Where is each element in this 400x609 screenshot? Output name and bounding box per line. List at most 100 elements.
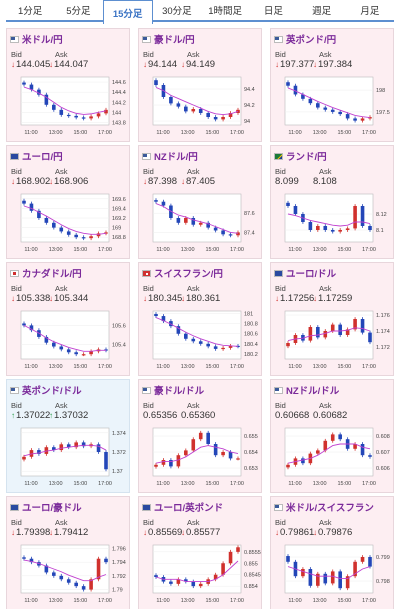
currency-card[interactable]: ユーロ/豪ドル Bid Ask ↓ 1.79398 ↓ 1.79412 1.796 1.794 1… (6, 496, 130, 609)
currency-card[interactable]: ユーロ/円 Bid Ask ↓ 168.902 ↓ 168.906 169.6 169.4 169… (6, 145, 130, 259)
mini-chart[interactable]: 8.12 8.1 11:00 13:00 15:00 17:00 (271, 190, 394, 258)
plot-area (284, 310, 374, 360)
candle-body (221, 563, 225, 575)
mini-chart[interactable]: 105.6 105.4 11:00 13:00 15:00 17:00 (7, 307, 130, 375)
candle-body (308, 98, 313, 104)
ask-label: Ask (55, 401, 68, 410)
x-tick-label: 11:00 (24, 481, 37, 487)
x-tick-label: 11:00 (288, 130, 301, 136)
pair-title-link[interactable]: 英ポンド/ドル (22, 386, 82, 397)
bid-label: Bid (11, 167, 22, 176)
currency-card[interactable]: 豪ドル/円 Bid Ask ↓ 94.144 ↓ 94.149 94.4 94.2 94 11:00… (138, 28, 262, 142)
tab-monthly[interactable]: 月足 (360, 6, 380, 17)
moving-average-line (287, 87, 371, 119)
currency-card[interactable]: NZドル/ドル Bid Ask 0.60668 0.60682 0.608 0.607 0.6… (270, 379, 394, 493)
currency-card[interactable]: 英ポンド/円 Bid Ask ↓ 197.377 ↓ 197.384 198 197.5 11:0… (270, 28, 394, 142)
currency-card[interactable]: 英ポンド/ドル Bid Ask ↑ 1.37022 ↑ 1.37032 1.374 1.372 1… (6, 379, 130, 493)
x-tick-label: 17:00 (98, 364, 112, 370)
arrow-down-icon: ↓ (143, 528, 147, 537)
x-tick-label: 15:00 (73, 130, 87, 136)
mini-chart[interactable]: 0.655 0.654 0.653 11:00 13:00 15:00 17:00 (139, 424, 262, 492)
pair-title-link[interactable]: NZドル/ドル (286, 386, 340, 397)
x-tick-label: 17:00 (98, 247, 112, 253)
card-header: NZドル/ドル (274, 384, 340, 397)
tab-weekly[interactable]: 週足 (312, 6, 332, 17)
pair-title-link[interactable]: ユーロ/ドル (286, 269, 337, 280)
mini-chart[interactable]: 198 197.5 11:00 13:00 15:00 17:00 (271, 73, 394, 141)
pair-title-link[interactable]: NZドル/円 (154, 152, 198, 163)
candle-body (198, 341, 203, 344)
mini-chart[interactable]: 0.608 0.607 0.606 11:00 13:00 15:00 17:00 (271, 424, 394, 492)
tab-daily[interactable]: 日足 (263, 6, 283, 17)
pair-title-link[interactable]: 豪ドル/ドル (154, 386, 205, 397)
mini-chart[interactable]: 169.6 169.4 169.2 169 168.8 11:00 13:00 15:00 17… (7, 190, 130, 258)
candle-body (286, 464, 290, 468)
candle-body (338, 230, 342, 232)
bid-price: 197.377 (280, 59, 315, 70)
mini-chart[interactable]: 94.4 94.2 94 11:00 13:00 15:00 17:00 (139, 73, 262, 141)
pair-title-link[interactable]: ユーロ/英ポンド (154, 503, 224, 514)
mini-chart[interactable]: 0.799 0.798 11:00 13:00 15:00 17:00 (271, 541, 394, 609)
currency-card[interactable]: NZドル/円 Bid Ask ↓ 87.398 ↓ 87.405 87.6 87.4 11:00 1… (138, 145, 262, 259)
candle-body (29, 84, 34, 90)
tab-5min[interactable]: 5分足 (66, 6, 91, 17)
ask-label: Ask (55, 50, 68, 59)
currency-card[interactable]: ユーロ/ドル Bid Ask ↓ 1.17256 ↓ 1.17259 1.176 1.174 1.… (270, 262, 394, 376)
arrow-down-icon: ↓ (275, 528, 279, 537)
currency-card[interactable]: 米ドル/スイスフラン Bid Ask ↓ 0.79861 ↓ 0.79876 0.799 0.7… (270, 496, 394, 609)
tab-30min[interactable]: 30分足 (162, 6, 192, 17)
pair-title-link[interactable]: 米ドル/スイスフラン (286, 503, 374, 514)
x-tick-label: 13:00 (313, 247, 327, 253)
mini-chart[interactable]: 87.6 87.4 11:00 13:00 15:00 17:00 (139, 190, 262, 258)
candle-body (184, 218, 188, 223)
pair-title-link[interactable]: 英ポンド/円 (286, 35, 337, 46)
candle-body (301, 569, 305, 577)
x-tick-label: 13:00 (313, 598, 327, 604)
ca-flag-icon (10, 269, 19, 277)
y-tick-label: 1.792 (112, 574, 126, 580)
tab-15min[interactable]: 15分足 (102, 0, 153, 24)
candle-body (81, 586, 86, 590)
bid-value: 0.65356 (143, 410, 177, 421)
pair-title-link[interactable]: カナダドル/円 (22, 269, 82, 280)
x-tick-label: 11:00 (24, 130, 37, 136)
mini-chart[interactable]: 0.8555 0.855 0.8545 0.854 11:00 13:00 15:00 17:… (139, 541, 262, 609)
bid-label: Bid (275, 401, 286, 410)
candle-body (206, 432, 210, 444)
currency-card[interactable]: スイスフラン/円 Bid Ask ↓ 180.345 ↓ 180.361 181 180.8 18… (138, 262, 262, 376)
candle-body (89, 351, 93, 355)
moving-average-line (155, 445, 239, 464)
mini-chart[interactable]: 1.176 1.174 1.172 11:00 13:00 15:00 17:00 (271, 307, 394, 375)
candle-body (368, 117, 372, 119)
pair-title-link[interactable]: ランド/円 (286, 152, 327, 163)
tab-1min[interactable]: 1分足 (17, 6, 43, 17)
mini-chart[interactable]: 144.6 144.4 144.2 144 143.8 11:00 13:00 15:00 17… (7, 73, 130, 141)
mini-chart[interactable]: 1.796 1.794 1.792 1.79 11:00 13:00 15:00 17:00 (7, 541, 130, 609)
mini-chart[interactable]: 1.374 1.372 1.37 11:00 13:00 15:00 17:00 (7, 424, 130, 492)
mini-chart[interactable]: 181 180.8 180.6 180.4 180.2 11:00 13:00 15:00 17… (139, 307, 262, 375)
candle-body (37, 210, 41, 218)
card-header: 豪ドル/ドル (142, 384, 205, 397)
pair-title-link[interactable]: ユーロ/円 (22, 152, 63, 163)
bid-price: 1.79398 (16, 527, 51, 538)
pair-title-link[interactable]: スイスフラン/円 (154, 269, 223, 280)
candle-body (353, 319, 357, 330)
currency-card[interactable]: ユーロ/英ポンド Bid Ask ↓ 0.85569 ↓ 0.85577 0.8555 0.85… (138, 496, 262, 609)
ask-value: ↓ 144.047 (49, 59, 88, 70)
arrow-down-icon: ↓ (11, 177, 15, 186)
arrow-down-icon: ↓ (275, 294, 279, 303)
tab-1hour[interactable]: 1時間足 (208, 6, 243, 17)
x-tick-label: 17:00 (362, 481, 376, 487)
currency-card[interactable]: カナダドル/円 Bid Ask ↓ 105.338 ↓ 105.344 105.6 105.4 1… (6, 262, 130, 376)
pair-title-link[interactable]: 豪ドル/円 (154, 35, 195, 46)
ask-value: ↓ 0.79876 (313, 527, 352, 538)
currency-card[interactable]: 米ドル/円 Bid Ask ↓ 144.045 ↓ 144.047 144.6 144.4 144… (6, 28, 130, 142)
currency-card[interactable]: ランド/円 Bid Ask 8.099 8.108 8.12 8.1 11:00 13:00 15… (270, 145, 394, 259)
candle-body (316, 450, 320, 454)
arrow-down-icon: ↓ (181, 294, 185, 303)
candle-body (323, 440, 328, 451)
pair-title-link[interactable]: 米ドル/円 (22, 35, 63, 46)
x-tick-label: 11:00 (24, 364, 37, 370)
pair-title-link[interactable]: ユーロ/豪ドル (22, 503, 82, 514)
currency-card[interactable]: 豪ドル/ドル Bid Ask 0.65356 0.65360 0.655 0.654 0.65… (138, 379, 262, 493)
